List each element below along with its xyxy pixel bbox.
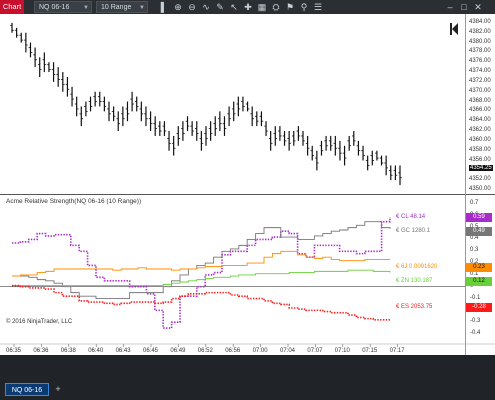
indicator-tick-label: 0.7 (470, 200, 479, 206)
grid-icon[interactable]: ▦ (257, 2, 267, 12)
price-tick-label: 4356.00 (469, 156, 491, 163)
zoom-in-icon[interactable]: ⊕ (174, 2, 182, 12)
crosshair-icon[interactable]: ✚ (244, 2, 252, 12)
time-tick-label: 06:35 (6, 348, 22, 354)
price-tick-label: 4372.00 (469, 77, 491, 84)
chart-toolbar: Chart NQ 06-16 ▼ 10 Range ▼ ▌ ⊕ ⊖ ∿ ✎ ↖ … (0, 0, 495, 14)
indicator-tick-label: 0.4 (470, 235, 479, 242)
maximize-icon[interactable]: □ (461, 2, 467, 12)
time-tick-label: 07:07 (307, 348, 323, 354)
price-tick-label: 4374.00 (469, 68, 491, 75)
time-tick-label: 06:36 (33, 348, 49, 354)
time-tick-label: 07:10 (334, 348, 350, 354)
price-tick-label: 4378.00 (469, 48, 491, 55)
chart-canvas (0, 22, 495, 347)
price-tick-label: 4368.00 (469, 97, 491, 104)
strategy-icon[interactable]: ⛭ (272, 2, 280, 12)
time-tick-label: 07:17 (389, 348, 405, 354)
indicators-icon[interactable]: ∿ (202, 2, 210, 12)
chart-area[interactable]: 4384.00 4382.00 4380.00 4378.00 4376.00 4374.… (0, 14, 495, 355)
price-tick-label: 4380.00 (469, 38, 491, 45)
minimize-icon[interactable]: – (447, 2, 453, 12)
properties-icon[interactable]: ☰ (313, 2, 323, 12)
panel-divider[interactable] (0, 194, 495, 195)
series-label-text: € CL 48.14 (396, 214, 426, 220)
value-flag: -0.28 (466, 303, 492, 312)
price-tick-label: 4370.00 (469, 87, 491, 94)
scroll-to-end-icon[interactable] (449, 22, 459, 36)
price-tick-label: 4366.00 (469, 107, 491, 114)
cursor-icon[interactable]: ↖ (230, 2, 238, 12)
value-flag: 0.49 (466, 227, 492, 236)
series-label-text: € ZN 130.187 (396, 278, 433, 284)
chart-menu-tab[interactable]: Chart (0, 0, 24, 14)
indicator-tick-label: 0.2 (470, 259, 478, 265)
series-label-text: € 6J 0.0091620 (396, 264, 438, 270)
series-label-text: € ES 2053.75 (396, 304, 433, 310)
indicator-tick-label: 0.1 (470, 270, 479, 277)
series-line (12, 250, 390, 277)
tab-bar (0, 379, 495, 400)
value-flag: 0.23 (466, 263, 492, 272)
indicator-title: Acme Relative Strength(NQ 06-16 (10 Rang… (6, 198, 142, 205)
time-tick-label: 06:43 (115, 348, 131, 354)
time-tick-label: 06:56 (225, 348, 241, 354)
series-label-text: € GC 1280.1 (396, 228, 431, 234)
indicator-tick-label: 0.3 (470, 247, 479, 254)
indicator-tick-label: 0.5 (470, 224, 478, 230)
price-tick-label: 4384.00 (469, 18, 491, 25)
pencil-icon[interactable]: ✎ (216, 2, 224, 12)
bar-type-icon[interactable]: ▌ (160, 2, 168, 12)
copyright-text: © 2016 NinjaTrader, LLC (6, 319, 73, 325)
last-price-label: 4354.25 (469, 165, 493, 172)
value-flag: 0.12 (466, 277, 492, 286)
chevron-down-icon: ▼ (83, 5, 89, 11)
indicator-tick-label: -0.4 (470, 330, 481, 336)
time-tick-label: 06:40 (88, 348, 104, 354)
series-line (12, 269, 391, 286)
price-tick-label: 4382.00 (469, 28, 491, 35)
chevron-down-icon: ▼ (139, 5, 145, 11)
time-tick-label: 06:52 (197, 348, 213, 354)
indicator-tick-label: -0.1 (470, 294, 481, 301)
value-flag: 0.59 (466, 213, 492, 222)
chart-footer (0, 355, 495, 379)
time-tick-label: 06:38 (60, 348, 76, 354)
add-tab-button[interactable]: + (55, 384, 61, 394)
instrument-selector[interactable]: NQ 06-16 ▼ (34, 1, 92, 13)
attach-icon[interactable]: ⚲ (300, 2, 308, 12)
chart-trader-icon[interactable]: ⚑ (285, 2, 295, 12)
time-tick-label: 06:49 (170, 348, 186, 354)
instrument-value: NQ 06-16 (39, 4, 70, 11)
time-tick-label: 07:04 (280, 348, 296, 354)
price-tick-label: 4364.00 (469, 117, 491, 124)
y-axis-line (465, 14, 466, 355)
time-tick-label: 07:15 (362, 348, 378, 354)
time-tick-label: 07:00 (252, 348, 268, 354)
price-tick-label: 4352.00 (469, 176, 491, 183)
indicator-tick-label: -0.3 (470, 318, 481, 325)
series-line (12, 284, 390, 321)
interval-value: 10 Range (101, 4, 132, 11)
time-tick-label: 06:45 (143, 348, 159, 354)
series-line (12, 217, 391, 329)
price-tick-label: 4376.00 (469, 58, 491, 65)
price-tick-label: 4358.00 (469, 146, 491, 153)
close-icon[interactable]: ✕ (474, 2, 482, 12)
tab-nq-06-16[interactable]: NQ 06-16 (5, 383, 49, 396)
series-line (12, 221, 391, 299)
price-tick-label: 4362.00 (469, 127, 491, 134)
interval-selector[interactable]: 10 Range ▼ (96, 1, 148, 13)
price-tick-label: 4360.00 (469, 136, 491, 143)
zoom-out-icon[interactable]: ⊖ (188, 2, 196, 12)
price-tick-label: 4350.00 (469, 186, 491, 192)
